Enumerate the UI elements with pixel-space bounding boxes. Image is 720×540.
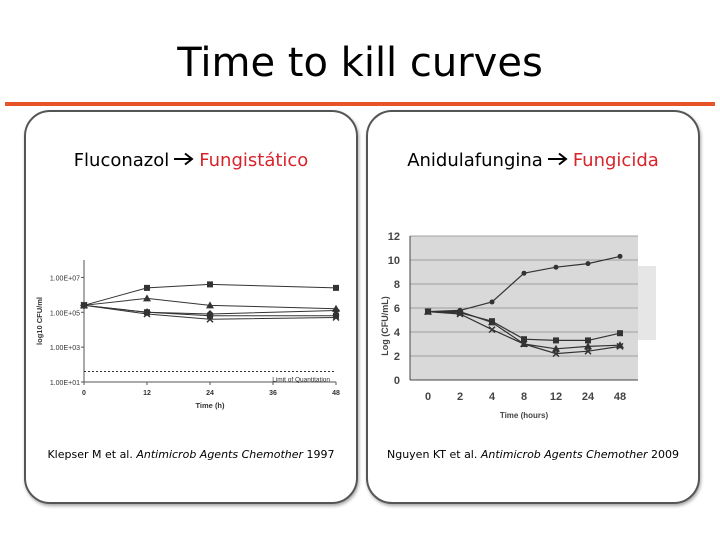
series-line [83,304,337,320]
series-line [83,297,337,310]
x-tick-label: 36 [269,390,277,397]
citation-authors: Nguyen KT et al. [386,448,478,461]
data-point [424,308,432,316]
x-tick-label: 4 [489,391,496,403]
citation-authors: Klepser M et al. [47,448,133,461]
data-point [488,318,496,326]
citation-journal: Antimicrob Agents Chemother [480,448,648,461]
x-tick-label: 24 [206,390,214,397]
data-point [521,336,527,343]
series-line [83,304,336,317]
x-tick-label: 48 [332,390,340,397]
data-point [585,337,591,344]
data-point [143,310,151,318]
data-point [584,347,592,355]
data-point [584,342,592,350]
y-tick-label: 1.00E+07 [50,275,80,282]
data-point [80,301,88,309]
data-point [585,261,591,267]
fluconazole-citation: Klepser M et al. Antimicrob Agents Chemo… [26,448,356,461]
x-tick-label: 12 [550,391,562,403]
y-tick-label: 6 [394,303,400,315]
x-tick-label: 2 [457,391,463,403]
y-tick-label: 0 [394,375,400,387]
y-tick-label: 1.00E+03 [50,345,80,352]
title-underline [5,102,715,106]
data-point [333,312,339,319]
data-point [520,340,528,348]
data-point [488,326,496,334]
citation-year: 2009 [651,448,680,461]
anidulafungin-panel: Anidulafungina Fungicida 0 2 4 6 8 10 12 0 2 4 8 12 2… [366,110,700,504]
fluconazole-time-kill-chart: 1.00E+01 1.00E+03 1.00E+05 1.00E+07 0 12 24 36 4… [35,260,340,410]
data-point [207,281,213,288]
x-axis-label: Time (h) [195,401,225,410]
data-point [143,294,151,302]
verdict-label: Fungicida [572,150,659,171]
data-point [456,310,464,318]
data-point [207,312,213,319]
y-tick-label: 8 [394,279,400,291]
limit-of-quantitation-label: Limit of Quantitation [272,377,330,384]
data-point [521,270,527,276]
data-point [552,344,560,352]
drug-name: Fluconazol [73,150,170,171]
y-tick-label: 1.00E+05 [50,310,80,317]
fluconazole-heading: Fluconazol Fungistático [26,150,356,171]
data-point [332,306,340,315]
x-tick-label: 8 [521,391,527,403]
x-tick-label: 0 [82,390,86,397]
fluconazole-panel: Fluconazol Fungistático 1.00E+01 1.00E+03 1… [24,110,358,504]
data-point [552,350,560,358]
data-point [553,337,559,344]
x-tick-label: 0 [425,391,431,403]
data-point [617,253,623,259]
data-point [489,299,495,305]
series-line [83,283,337,306]
y-tick-label: 1.00E+01 [50,380,80,387]
slide-title: Time to kill curves [177,40,543,86]
drug-name: Anidulafungina [407,150,543,171]
y-axis-label: log10 CFU/ml [35,297,44,345]
data-point [206,301,214,309]
data-point [144,284,150,291]
x-axis-label: Time (hours) [500,411,549,420]
citation-year: 1997 [306,448,335,461]
anidulafungin-citation: Nguyen KT et al. Antimicrob Agents Chemo… [368,448,698,461]
y-axis-label: Log (CFU/mL) [380,296,390,355]
right-arrow-icon [173,150,195,171]
x-tick-label: 24 [582,391,595,403]
x-tick-label: 12 [143,390,151,397]
data-point [617,330,623,337]
data-point [332,313,340,322]
verdict-label: Fungistático [199,150,309,171]
legend-area [638,266,656,340]
y-tick-label: 2 [394,351,400,363]
right-arrow-icon [547,150,569,171]
x-tick-label: 48 [614,391,626,403]
y-tick-label: 12 [388,231,400,243]
data-point [144,309,150,316]
data-point [206,315,214,323]
y-tick-label: 4 [394,327,401,339]
data-point [333,284,339,291]
anidulafungin-heading: Anidulafungina Fungicida [368,150,698,171]
citation-journal: Antimicrob Agents Chemother [136,448,304,461]
data-point [553,264,559,270]
data-point [616,342,624,350]
y-tick-label: 10 [388,255,400,267]
